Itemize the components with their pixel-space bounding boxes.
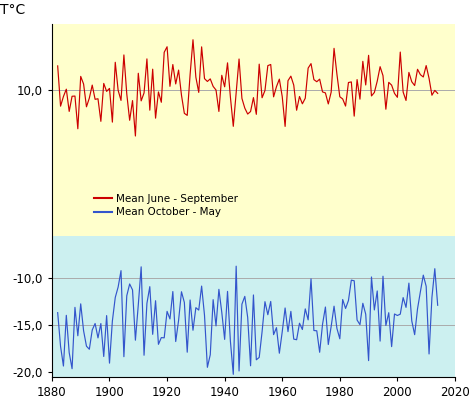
- Bar: [52, 236, 455, 377]
- Bar: [52, 24, 455, 236]
- Legend: Mean June - September, Mean October - May: Mean June - September, Mean October - Ma…: [90, 190, 243, 221]
- Text: T°C: T°C: [0, 3, 25, 17]
